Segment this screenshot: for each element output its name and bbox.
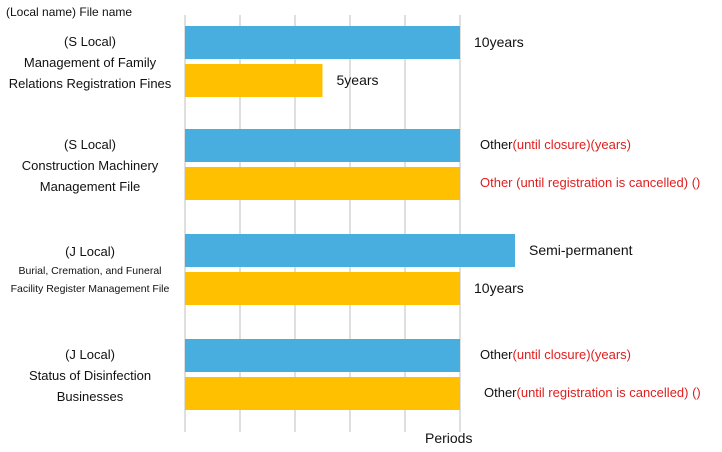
category-label-line: (J Local)	[65, 244, 115, 259]
category-label-line: Status of Disinfection	[28, 367, 152, 383]
category-label: (S Local) Management of Family Relations R…	[0, 34, 180, 97]
category-label-line: (S Local)	[63, 137, 117, 152]
category-label: (J Local) Status of Disinfection Businesse…	[0, 347, 180, 410]
category-label: (S Local) Construction Machinery Managemen…	[0, 137, 180, 200]
category-label-line: Businesses	[56, 388, 124, 404]
bar-value-label: Other(until registration is cancelled) (…	[484, 385, 701, 400]
bar-value-text: 10years	[474, 34, 524, 50]
bar-value-text: Semi-permanent	[529, 242, 633, 258]
bar-series-a	[185, 26, 460, 59]
category-label: (J Local) Burial, Cremation, and Funeral F…	[0, 244, 180, 300]
x-axis-label: Periods	[425, 430, 473, 446]
bar-value-note: (until closure)(years)	[512, 137, 631, 152]
bar-series-b	[185, 272, 460, 305]
chart-header: (Local name) File name	[6, 5, 133, 19]
bar-value-note: (until closure)(years)	[512, 347, 631, 362]
bar-value-label: Other(until closure)(years)	[480, 137, 631, 152]
bar-value-label: Semi-permanent	[529, 242, 633, 258]
bar-value-note: (until registration is cancelled) ()	[516, 385, 701, 400]
category-label-line: Construction Machinery	[21, 157, 159, 173]
bar-series-a	[185, 129, 460, 162]
category-label-line: Relations Registration Fines	[8, 75, 172, 91]
bar-value-label: Other(until closure)(years)	[480, 347, 631, 362]
bar-series-b	[185, 64, 323, 97]
category-label-line: Management of Family	[23, 54, 157, 70]
bar-value-text: Other	[484, 385, 517, 400]
bar-value-label: 10years	[474, 280, 524, 296]
bar-value-text: Other	[480, 347, 513, 362]
bar-value-text: Other	[480, 137, 513, 152]
bar-series-b	[185, 167, 460, 200]
category-label-line: (J Local)	[65, 347, 115, 362]
bar-value-label: Other (until registration is cancelled) …	[480, 175, 700, 190]
category-label-line: Management File	[39, 178, 141, 194]
bar-value-text: 10years	[474, 280, 524, 296]
category-label-line: (S Local)	[63, 34, 117, 49]
bar-series-b	[185, 377, 460, 410]
category-label-line: Facility Register Management File	[10, 282, 170, 295]
bar-value-label: 10years	[474, 34, 524, 50]
bar-series-a	[185, 234, 515, 267]
bar-series-a	[185, 339, 460, 372]
bar-value-text: 5years	[336, 72, 379, 88]
bar-value-note: Other (until registration is cancelled) …	[480, 175, 701, 190]
bar-value-label: 5years	[337, 72, 379, 88]
category-label-line: Burial, Cremation, and Funeral	[18, 264, 162, 277]
